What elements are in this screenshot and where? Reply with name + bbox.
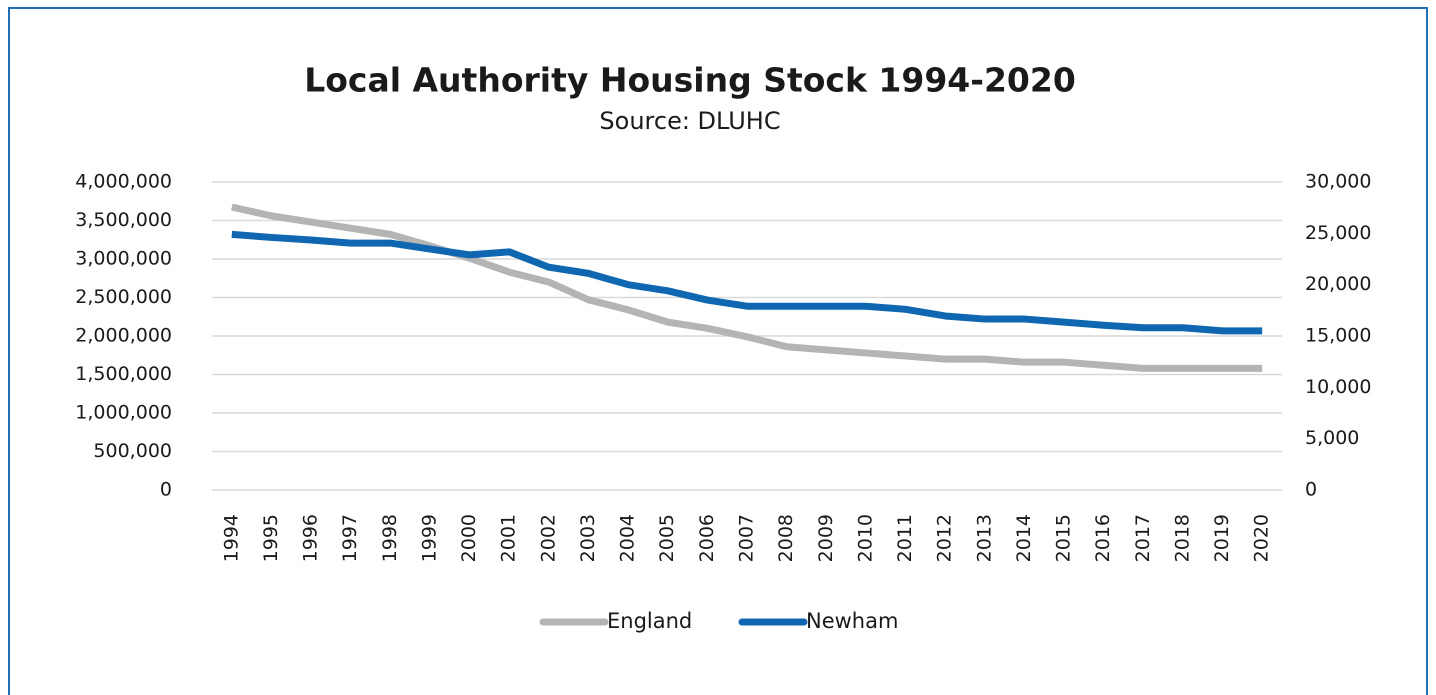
x-tick-label: 2004 — [617, 514, 639, 562]
x-tick-label: 2013 — [973, 514, 995, 562]
y-tick-label: 3,000,000 — [75, 248, 172, 270]
chart-subtitle: Source: DLUHC — [599, 107, 780, 135]
x-tick-label: 2005 — [656, 514, 678, 562]
frame — [8, 7, 1428, 695]
y2-tick-label: 30,000 — [1305, 171, 1371, 193]
x-tick-label: 2010 — [854, 514, 876, 562]
legend-label: England — [607, 609, 692, 633]
series-line — [231, 230, 1263, 335]
x-tick-label: 1999 — [418, 514, 440, 562]
x-tick-label: 2001 — [498, 514, 520, 562]
x-tick-label: 2008 — [775, 514, 797, 562]
x-tick-label: 2012 — [934, 514, 956, 562]
y-tick-label: 4,000,000 — [75, 171, 172, 193]
x-tick-label: 1996 — [300, 514, 322, 562]
x-tick-label: 1995 — [260, 514, 282, 562]
y2-tick-label: 10,000 — [1305, 376, 1371, 398]
y-tick-label: 2,500,000 — [75, 286, 172, 308]
y-tick-label: 0 — [160, 479, 172, 501]
x-tick-label: 2006 — [696, 514, 718, 562]
series-line — [231, 203, 1263, 372]
y-tick-label: 500,000 — [93, 440, 172, 462]
y-tick-label: 1,500,000 — [75, 363, 172, 385]
x-tick-label: 1994 — [220, 514, 242, 562]
y2-tick-label: 0 — [1305, 479, 1317, 501]
x-tick-label: 2003 — [577, 514, 599, 562]
x-tick-label: 2018 — [1171, 514, 1193, 562]
y-tick-label: 3,500,000 — [75, 209, 172, 231]
x-tick-label: 1998 — [379, 514, 401, 562]
legend-label: Newham — [806, 609, 898, 633]
x-tick-label: 2011 — [894, 514, 916, 562]
chart-title: Local Authority Housing Stock 1994-2020 — [304, 61, 1076, 100]
x-tick-label: 2016 — [1092, 514, 1114, 562]
x-tick-label: 1997 — [339, 514, 361, 562]
y2-tick-label: 15,000 — [1305, 325, 1371, 347]
x-tick-label: 2007 — [736, 514, 758, 562]
x-tick-label: 2017 — [1132, 514, 1154, 562]
x-tick-label: 2009 — [815, 514, 837, 562]
y-tick-label: 1,000,000 — [75, 402, 172, 424]
x-tick-label: 2000 — [458, 514, 480, 562]
y-tick-label: 2,000,000 — [75, 325, 172, 347]
x-tick-label: 2015 — [1053, 514, 1075, 562]
y2-tick-label: 25,000 — [1305, 222, 1371, 244]
x-tick-label: 2020 — [1251, 514, 1273, 562]
x-tick-label: 2002 — [537, 514, 559, 562]
y2-tick-label: 20,000 — [1305, 273, 1371, 295]
x-tick-label: 2019 — [1211, 514, 1233, 562]
y2-tick-label: 5,000 — [1305, 427, 1359, 449]
x-tick-label: 2014 — [1013, 514, 1035, 562]
